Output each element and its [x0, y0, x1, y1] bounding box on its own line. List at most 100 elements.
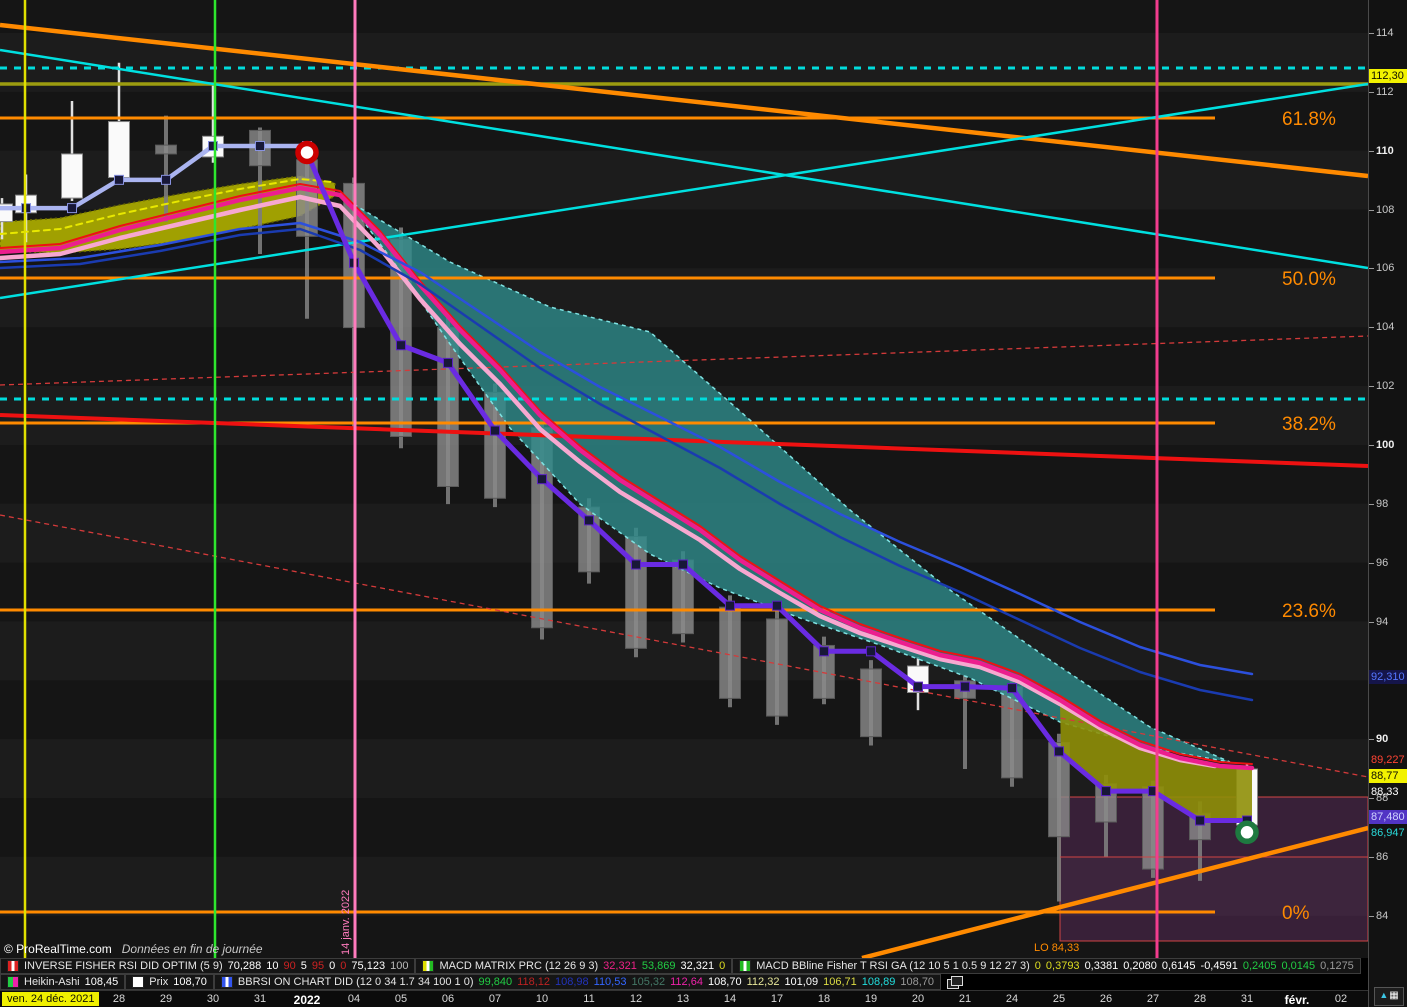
indicator-legend[interactable]: Heikin-Ashi 108,45: [0, 974, 126, 990]
stop-marker-square: [866, 646, 876, 657]
indicator-value: 0,2405: [1242, 960, 1277, 972]
date-label: 07: [488, 993, 502, 1005]
sell-signal-circle[interactable]: [295, 140, 319, 165]
price-tick-label: 104: [1376, 321, 1395, 333]
date-label: 13: [676, 993, 690, 1005]
indicator-icon: [7, 976, 19, 988]
indicator-legend[interactable]: BBRSI ON CHART DID (12 0 34 1.7 34 100 1…: [213, 974, 942, 990]
price-tick: [1369, 504, 1374, 505]
price-tick-label: 84: [1376, 910, 1389, 922]
orange-trendline-upper[interactable]: [0, 22, 1368, 179]
indicator-value: 0,6145: [1161, 960, 1196, 972]
price-tag: 87,480: [1369, 810, 1407, 824]
low-level-label: LO 84,33: [1034, 942, 1079, 954]
indicator-legend[interactable]: MACD MATRIX PRC (12 26 9 3) 32,321 53,869 3…: [415, 958, 733, 974]
price-axis[interactable]: ▲▦ 1141121101081061041021009896949290888…: [1368, 0, 1407, 1007]
stop-marker-square: [631, 559, 641, 570]
indicator-value: 10: [266, 960, 279, 972]
layers-icon[interactable]: [947, 976, 964, 989]
signal-cloud: [339, 195, 1231, 763]
candle-body: [155, 144, 177, 155]
indicator-value: 101,09: [784, 976, 819, 988]
blue-ma-line: [0, 221, 1254, 676]
date-label: 28: [112, 993, 126, 1005]
date-label: 10: [535, 993, 549, 1005]
trailing-stop-up: [0, 143, 307, 211]
candle-body: [1048, 742, 1070, 838]
indicator-name: Prix: [149, 976, 169, 988]
date-label: 31: [1240, 993, 1254, 1005]
price-tick: [1369, 327, 1374, 328]
date-label: 25: [1052, 993, 1066, 1005]
indicator-value: 0,3793: [1045, 960, 1080, 972]
price-tick: [1369, 268, 1374, 269]
stop-marker-square: [208, 140, 218, 151]
price-tick: [1369, 386, 1374, 387]
price-tick-label: 90: [1376, 733, 1389, 745]
calendar-up-icon[interactable]: ▲▦: [1374, 987, 1404, 1006]
indicator-value: 108,70: [900, 976, 935, 988]
stop-marker-square: [490, 425, 500, 436]
price-tick-label: 110: [1376, 145, 1394, 157]
indicator-value: 0,0145: [1281, 960, 1316, 972]
indicator-icon: [132, 976, 145, 988]
indicator-value: 0: [1034, 960, 1041, 972]
cyan-trendline-descending[interactable]: [0, 48, 1368, 270]
price-tag: 88,77: [1369, 769, 1407, 783]
date-label: 11: [583, 993, 595, 1005]
date-label: 05: [394, 993, 408, 1005]
indicator-value: 99,840: [478, 976, 513, 988]
cyan-trendline-ascending[interactable]: [0, 82, 1368, 300]
buy-signal-circle[interactable]: [1235, 820, 1259, 845]
indicator-value: 32,321: [680, 960, 715, 972]
indicator-value: 0: [340, 960, 347, 972]
indicator-value: 106,71: [823, 976, 857, 988]
date-label: 04: [347, 993, 361, 1005]
stop-marker-square: [161, 174, 171, 185]
chart-canvas[interactable]: 61.8% 50.0% 38.2% 23.6% 0% 14 janv. 2022 LO 84…: [0, 0, 1368, 958]
indicator-legend[interactable]: INVERSE FISHER RSI DID OPTIM (5 9) 70,288…: [0, 958, 416, 974]
price-tick-label: 94: [1376, 616, 1389, 628]
price-tick: [1369, 151, 1374, 152]
indicator-value: 112,32: [746, 976, 780, 988]
price-tick-label: 86: [1376, 851, 1389, 863]
price-tick-label: 108: [1376, 204, 1395, 216]
date-label: 2022: [293, 993, 321, 1007]
indicator-legend[interactable]: MACD BBline Fisher T RSI GA (12 10 5 1 0…: [732, 958, 1361, 974]
stop-marker-square: [537, 474, 547, 485]
indicator-value: 5: [300, 960, 307, 972]
price-tick: [1369, 210, 1374, 211]
chart-area[interactable]: 61.8% 50.0% 38.2% 23.6% 0% 14 janv. 2022 LO 84…: [0, 0, 1368, 958]
stop-marker-square: [584, 515, 594, 526]
red-ma-line: [0, 183, 1253, 765]
indicator-bar-1: INVERSE FISHER RSI DID OPTIM (5 9) 70,288…: [0, 958, 1368, 974]
data-note: Données en fin de journée: [121, 942, 263, 956]
date-axis[interactable]: ven. 24 déc. 2021 28 29 30 31 2022 04 05 06 07 10…: [0, 990, 1368, 1007]
indicator-value: 108,70: [707, 976, 742, 988]
stop-marker-square: [913, 681, 923, 692]
indicator-icon: [7, 960, 19, 972]
date-label: 12: [629, 993, 643, 1005]
date-label: 28: [1193, 993, 1207, 1005]
fib-label-50.0%: 50.0%: [1282, 269, 1336, 290]
date-label: 24: [1005, 993, 1019, 1005]
red-dashed-lower[interactable]: [0, 514, 1368, 778]
price-tick: [1369, 798, 1374, 799]
indicator-name: MACD BBline Fisher T RSI GA (12 10 5 1 0…: [756, 960, 1030, 972]
copyright: © ProRealTime.com: [4, 942, 112, 956]
indicator-name: BBRSI ON CHART DID (12 0 34 1.7 34 100 1…: [237, 976, 474, 988]
stop-marker-square: [67, 203, 77, 214]
price-tick: [1369, 739, 1374, 740]
price-tick: [1369, 445, 1374, 446]
date-label: 31: [253, 993, 267, 1005]
orange-trendline-lower[interactable]: [861, 825, 1368, 958]
stop-marker-square: [772, 600, 782, 611]
red-resistance-line[interactable]: [0, 413, 1368, 468]
indicator-value: 112,64: [670, 976, 703, 988]
indicator-value: 53,869: [641, 960, 676, 972]
indicator-value: 0,2080: [1123, 960, 1157, 972]
indicator-icon: [220, 976, 233, 988]
indicator-legend[interactable]: Prix 108,70: [125, 974, 214, 990]
red-dashed-upper[interactable]: [0, 335, 1368, 386]
